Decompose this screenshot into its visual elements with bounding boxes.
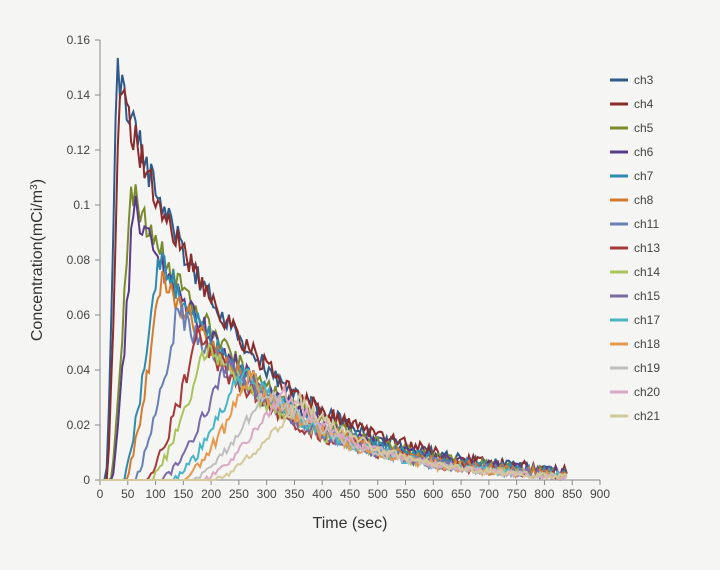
- svg-text:0.14: 0.14: [67, 88, 91, 102]
- svg-text:100: 100: [146, 487, 166, 501]
- svg-text:0.16: 0.16: [67, 33, 91, 47]
- svg-text:0.1: 0.1: [73, 198, 90, 212]
- chart-container: 0 50 100 150 200 250 300 350 400 450 500 550 600 650 7…: [0, 0, 720, 570]
- svg-text:0.06: 0.06: [67, 308, 91, 322]
- svg-text:500: 500: [368, 487, 388, 501]
- legend-label-ch21: ch21: [634, 409, 660, 423]
- legend-label-ch20: ch20: [634, 385, 660, 399]
- svg-text:50: 50: [121, 487, 135, 501]
- legend-label-ch15: ch15: [634, 289, 660, 303]
- legend-label-ch11: ch11: [634, 217, 659, 231]
- svg-text:0: 0: [83, 473, 90, 487]
- svg-text:600: 600: [423, 487, 443, 501]
- svg-text:250: 250: [229, 487, 249, 501]
- legend-label-ch4: ch4: [634, 97, 654, 111]
- legend-label-ch19: ch19: [634, 361, 660, 375]
- legend-label-ch14: ch14: [634, 265, 660, 279]
- svg-text:400: 400: [312, 487, 332, 501]
- svg-text:0.12: 0.12: [67, 143, 91, 157]
- svg-text:300: 300: [257, 487, 277, 501]
- legend-label-ch3: ch3: [634, 73, 654, 87]
- svg-text:750: 750: [507, 487, 527, 501]
- svg-text:700: 700: [479, 487, 499, 501]
- legend-label-ch7: ch7: [634, 169, 654, 183]
- y-axis-label: Concentration(mCi/m3): [29, 179, 47, 341]
- svg-text:0: 0: [97, 487, 104, 501]
- svg-text:800: 800: [534, 487, 554, 501]
- svg-text:550: 550: [396, 487, 416, 501]
- svg-text:350: 350: [284, 487, 304, 501]
- legend-label-ch13: ch13: [634, 241, 660, 255]
- x-axis-label: Time (sec): [313, 515, 388, 532]
- svg-text:450: 450: [340, 487, 360, 501]
- svg-text:0.02: 0.02: [67, 418, 91, 432]
- legend-label-ch18: ch18: [634, 337, 660, 351]
- svg-text:200: 200: [201, 487, 221, 501]
- concentration-chart: 0 50 100 150 200 250 300 350 400 450 500 550 600 650 7…: [0, 0, 720, 570]
- svg-text:850: 850: [562, 487, 582, 501]
- legend-label-ch6: ch6: [634, 145, 654, 159]
- svg-text:900: 900: [590, 487, 610, 501]
- legend-label-ch5: ch5: [634, 121, 654, 135]
- svg-text:650: 650: [451, 487, 471, 501]
- svg-text:150: 150: [173, 487, 193, 501]
- svg-text:0.08: 0.08: [67, 253, 91, 267]
- legend-label-ch8: ch8: [634, 193, 654, 207]
- legend-label-ch17: ch17: [634, 313, 660, 327]
- svg-text:0.04: 0.04: [67, 363, 91, 377]
